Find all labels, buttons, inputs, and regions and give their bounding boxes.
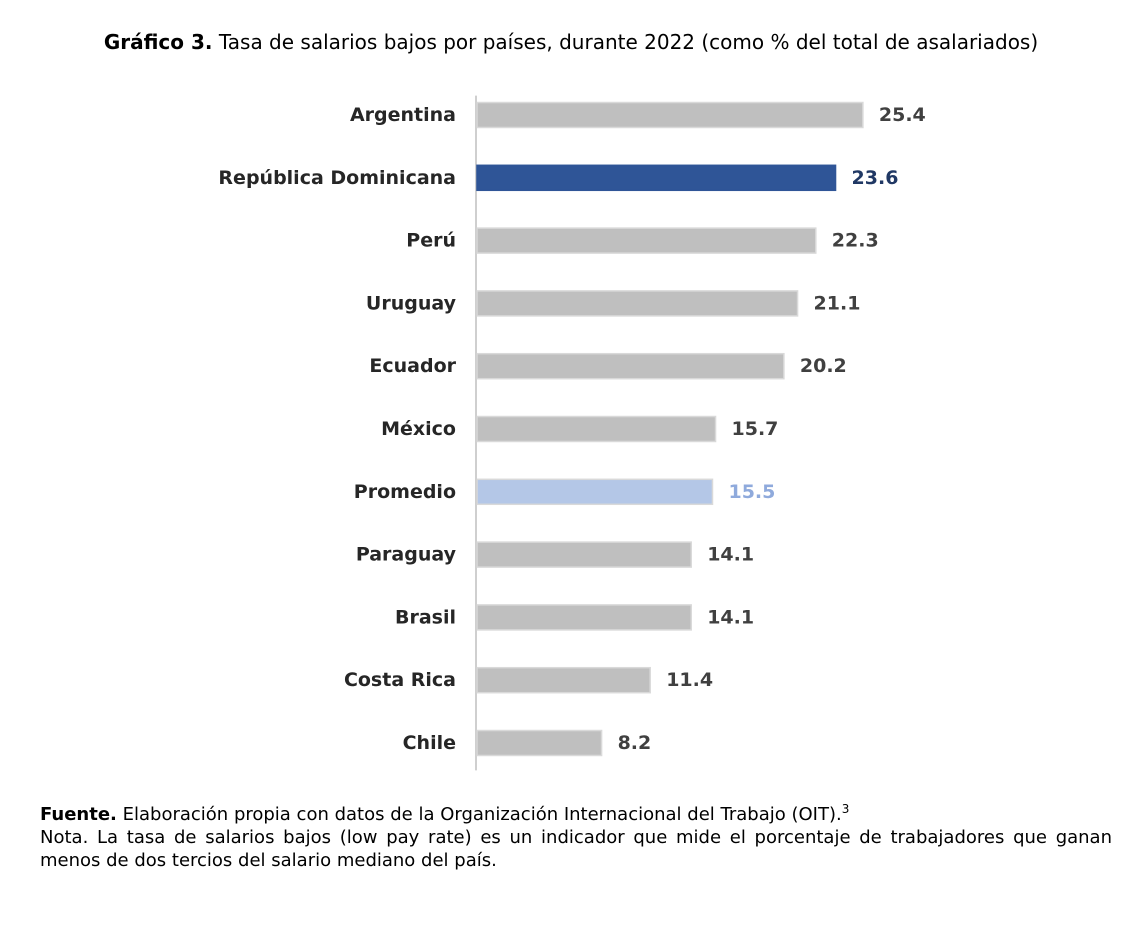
value-label-uruguay: 21.1 xyxy=(814,292,861,314)
category-label-mexico: México xyxy=(381,418,456,440)
bar-promedio xyxy=(476,478,714,506)
value-label-paraguay: 14.1 xyxy=(707,544,754,566)
bar-chart: Argentina 25.4 República Dominicana 23.6 Per… xyxy=(218,95,926,771)
category-label-peru: Perú xyxy=(406,230,456,252)
value-label-chile: 8.2 xyxy=(618,732,652,754)
chart-title-label: Gráfico 3. xyxy=(103,30,213,54)
source-label: Fuente. xyxy=(40,804,117,825)
bar-uruguay xyxy=(476,290,799,317)
category-label-republica-dominicana: República Dominicana xyxy=(218,167,456,189)
category-label-paraguay: Paraguay xyxy=(356,544,457,566)
chart-title: Gráfico 3. Tasa de salarios bajos por pa… xyxy=(0,30,1142,54)
bar-peru xyxy=(476,227,817,254)
value-label-peru: 22.3 xyxy=(832,230,879,252)
bar-brasil xyxy=(476,604,692,631)
category-label-uruguay: Uruguay xyxy=(366,292,457,314)
category-label-promedio: Promedio xyxy=(354,481,456,503)
bar-paraguay xyxy=(476,541,692,568)
category-label-brasil: Brasil xyxy=(395,606,456,628)
source-line: Fuente. Elaboración propia con datos de … xyxy=(40,798,1112,826)
value-label-costa-rica: 11.4 xyxy=(666,669,713,691)
value-label-ecuador: 20.2 xyxy=(800,355,847,377)
category-label-costa-rica: Costa Rica xyxy=(344,669,456,691)
bar-argentina xyxy=(476,101,864,129)
value-label-promedio: 15.5 xyxy=(728,481,775,503)
bar-mexico xyxy=(476,415,717,443)
value-label-mexico: 15.7 xyxy=(732,418,779,440)
bar-ecuador xyxy=(476,352,785,380)
bar-chile xyxy=(476,729,603,757)
source-text: Elaboración propia con datos de la Organ… xyxy=(122,804,842,825)
bar-republica-dominicana xyxy=(476,164,837,192)
source-footnote: 3 xyxy=(841,802,850,816)
value-label-argentina: 25.4 xyxy=(879,104,926,126)
chart-title-text: Tasa de salarios bajos por países, duran… xyxy=(218,30,1039,54)
value-label-brasil: 14.1 xyxy=(707,606,754,628)
value-label-republica-dominicana: 23.6 xyxy=(852,167,899,189)
category-label-chile: Chile xyxy=(403,732,456,754)
category-label-argentina: Argentina xyxy=(350,104,456,126)
chart-footer: Fuente. Elaboración propia con datos de … xyxy=(40,798,1112,872)
bar-costa-rica xyxy=(476,666,651,694)
category-label-ecuador: Ecuador xyxy=(369,355,456,377)
note-text: Nota. La tasa de salarios bajos (low pay… xyxy=(40,827,1112,871)
